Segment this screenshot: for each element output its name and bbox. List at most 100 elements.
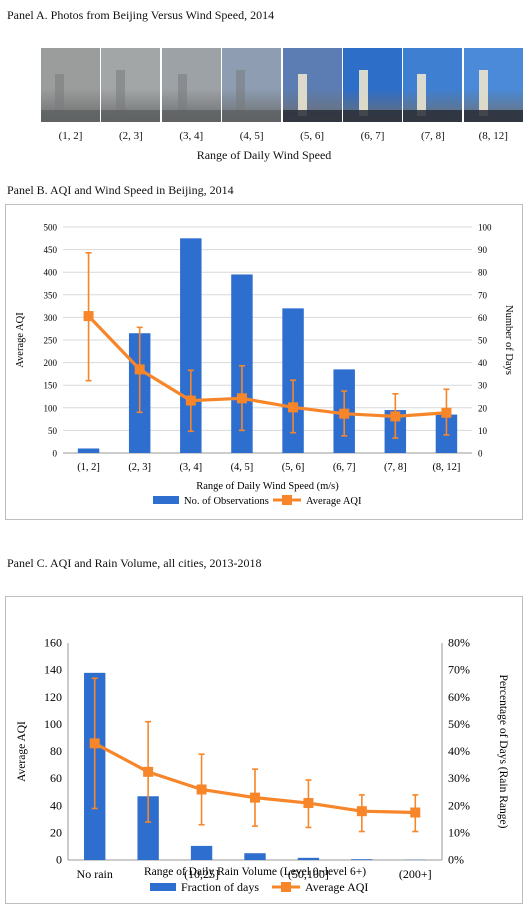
aqi-marker <box>196 784 207 795</box>
aqi-marker <box>410 807 421 818</box>
y-right-tick-label: 50 <box>478 336 488 346</box>
ground-shape <box>41 110 100 122</box>
building-shape <box>297 74 307 116</box>
y-right-tick-label: 80% <box>448 636 470 650</box>
photo-range-label: (5, 6] <box>300 130 324 142</box>
y-right-tick-label: 50% <box>448 717 470 731</box>
legend-line-marker <box>282 495 292 505</box>
y-left-tick-label: 140 <box>44 663 62 677</box>
panel-c-title: Panel C. AQI and Rain Volume, all cities… <box>7 556 262 570</box>
bar <box>244 853 266 860</box>
y-right-tick-label: 60% <box>448 690 470 704</box>
y-left-tick-label: 160 <box>44 636 62 650</box>
legend-bar-swatch <box>150 883 176 891</box>
legend-bar-label: Fraction of days <box>181 880 259 894</box>
aqi-marker <box>185 395 196 406</box>
y-left-tick-label: 40 <box>50 798 62 812</box>
y-right-tick-label: 20 <box>478 403 488 413</box>
y-left-tick-label: 0 <box>56 853 62 867</box>
photo-2 <box>101 48 161 122</box>
x-tick-label: (8, 12] <box>432 462 460 473</box>
photo-range-label: (4, 5] <box>239 130 264 142</box>
x-tick-label: (7, 8] <box>384 462 407 473</box>
y-right-tick-label: 30% <box>448 771 470 785</box>
aqi-marker <box>390 411 401 422</box>
x-tick-label: (3, 4] <box>179 462 202 473</box>
panel-b-frame: 0 50 100 150 200 250 300 350 400 450 500 0 10 20 30 40 5… <box>5 204 523 520</box>
aqi-marker <box>441 407 452 418</box>
aqi-marker <box>288 402 299 413</box>
legend-line-label: Average AQI <box>306 496 362 507</box>
photo-5 <box>282 48 342 122</box>
bar <box>190 845 213 860</box>
y-left-tick-label: 450 <box>44 245 58 255</box>
ground-shape <box>403 110 463 122</box>
building-shape <box>116 70 126 116</box>
photo-3 <box>161 48 221 122</box>
photo-1 <box>41 48 100 122</box>
aqi-marker <box>143 766 154 777</box>
x-tick-label: (4, 5] <box>231 462 254 473</box>
x-tick-label: No rain <box>77 867 113 881</box>
ground-shape <box>161 110 221 122</box>
y-left-tick-label: 50 <box>48 426 58 436</box>
x-tick-label: (5, 6] <box>282 462 305 473</box>
panel-a-xlabel: Range of Daily Wind Speed <box>196 148 332 162</box>
x-tick-label: (1, 2] <box>77 462 100 473</box>
legend-bar-label: No. of Observations <box>184 496 269 507</box>
y-left-tick-label: 350 <box>44 290 58 300</box>
photo-range-label: (1, 2] <box>58 130 83 142</box>
panel-c-chart: 0 20 40 60 80 100 120 140 160 0% 10% 20% 30% 40% 50% 60… <box>16 636 509 895</box>
panel-b-chart: 0 50 100 150 200 250 300 350 400 450 500 0 10 20 30 40 5… <box>15 223 514 508</box>
y-left-tick-label: 250 <box>44 336 58 346</box>
y-left-tick-label: 100 <box>44 717 62 731</box>
panel-a-title: Panel A. Photos from Beijing Versus Wind… <box>7 8 275 22</box>
y-left-tick-label: 0 <box>53 449 58 459</box>
bar <box>137 796 159 860</box>
bar <box>297 857 320 860</box>
y-left-tick-label: 100 <box>44 403 58 413</box>
y-left-tick-label: 400 <box>44 268 58 278</box>
y-left-tick-label: 20 <box>50 825 62 839</box>
y-left-tick-label: 300 <box>44 313 58 323</box>
bar <box>231 274 253 453</box>
y-right-tick-label: 60 <box>478 313 488 323</box>
building-shape <box>177 74 187 116</box>
y-left-tick-label: 120 <box>44 690 62 704</box>
y-right-tick-label: 70 <box>478 290 488 300</box>
y-left-tick-label: 60 <box>50 771 62 785</box>
y-left-tick-label: 80 <box>50 744 62 758</box>
ground-shape <box>343 110 402 122</box>
panel-b-title: Panel B. AQI and Wind Speed in Beijing, … <box>7 183 234 197</box>
building-shape <box>359 70 368 116</box>
aqi-marker <box>356 806 367 817</box>
x-axis-title: Range of Daily Rain Volume (Level 0~leve… <box>144 866 366 878</box>
x-tick-label: (2, 3] <box>128 462 151 473</box>
aqi-marker <box>134 364 145 375</box>
photo-range-label: (8, 12] <box>478 130 508 142</box>
legend-bar-swatch <box>153 496 179 504</box>
y-right-tick-label: 30 <box>478 381 488 391</box>
ground-shape <box>463 110 523 122</box>
y-left-axis-title: Average AQI <box>16 721 28 782</box>
photo-8 <box>463 48 523 122</box>
photo-range-label: (3, 4] <box>179 130 204 142</box>
y-right-tick-label: 90 <box>478 245 488 255</box>
aqi-marker <box>303 798 314 809</box>
y-right-axis-title: Number of Days <box>503 305 514 375</box>
building-shape <box>478 70 488 116</box>
aqi-marker <box>89 738 100 749</box>
y-right-tick-label: 70% <box>448 663 470 677</box>
x-tick-label: (6, 7] <box>333 462 356 473</box>
y-left-tick-label: 150 <box>44 381 58 391</box>
y-left-tick-label: 500 <box>44 223 58 233</box>
y-right-tick-label: 80 <box>478 268 488 278</box>
aqi-marker <box>236 393 247 404</box>
y-right-axis-title: Percentage of Days (Rain Range) <box>497 675 509 829</box>
y-right-tick-label: 0% <box>448 853 464 867</box>
photo-7 <box>403 48 463 122</box>
x-tick-label: (50,100] <box>288 867 329 881</box>
legend-line-label: Average AQI <box>305 880 368 894</box>
y-right-tick-label: 20% <box>448 798 470 812</box>
building-shape <box>236 70 246 116</box>
